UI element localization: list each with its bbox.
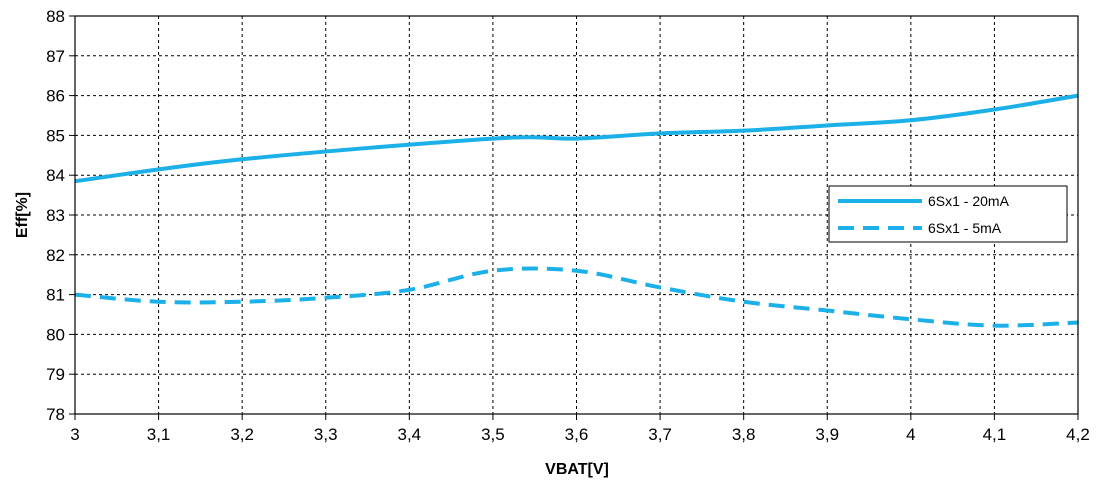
y-tick-label: 86 (46, 87, 65, 106)
x-tick-label: 4,2 (1066, 425, 1090, 444)
series-lines (74, 93, 1079, 328)
x-tick-label: 3,9 (815, 425, 839, 444)
x-axis-title: VBAT[V] (545, 461, 609, 478)
y-tick-label: 87 (46, 47, 65, 66)
x-tick-label: 3,5 (481, 425, 505, 444)
y-tick-label: 81 (46, 286, 65, 305)
x-axis-ticks: 3 3,1 3,2 3,3 3,4 3,5 3,6 3,7 3,8 3,9 4 4,1 4,2 (70, 414, 1090, 444)
x-tick-label: 3,7 (648, 425, 672, 444)
series-line-5ma (74, 266, 1079, 328)
x-tick-label: 4 (906, 425, 915, 444)
y-axis-ticks: 78 79 80 81 82 83 84 85 86 87 88 (46, 7, 75, 424)
y-tick-label: 78 (46, 405, 65, 424)
x-tick-label: 3 (70, 425, 79, 444)
x-tick-label: 3,4 (398, 425, 422, 444)
x-tick-label: 3,8 (732, 425, 756, 444)
x-tick-label: 3,3 (314, 425, 338, 444)
legend-box (828, 185, 1068, 243)
x-tick-label: 3,6 (565, 425, 589, 444)
y-tick-label: 79 (46, 365, 65, 384)
legend: 6Sx1 - 20mA 6Sx1 - 5mA (828, 185, 1068, 243)
legend-label-5ma: 6Sx1 - 5mA (928, 220, 1002, 236)
y-tick-label: 88 (46, 7, 65, 26)
y-axis-title: Eff[%] (14, 192, 31, 238)
y-tick-label: 83 (46, 206, 65, 225)
x-tick-label: 3,2 (230, 425, 254, 444)
legend-label-20ma: 6Sx1 - 20mA (928, 193, 1010, 209)
x-tick-label: 3,1 (147, 425, 171, 444)
y-tick-label: 80 (46, 325, 65, 344)
y-tick-label: 82 (46, 246, 65, 265)
x-tick-label: 4,1 (983, 425, 1007, 444)
series-line-20ma (74, 93, 1079, 184)
y-tick-label: 85 (46, 126, 65, 145)
y-tick-label: 84 (46, 166, 65, 185)
